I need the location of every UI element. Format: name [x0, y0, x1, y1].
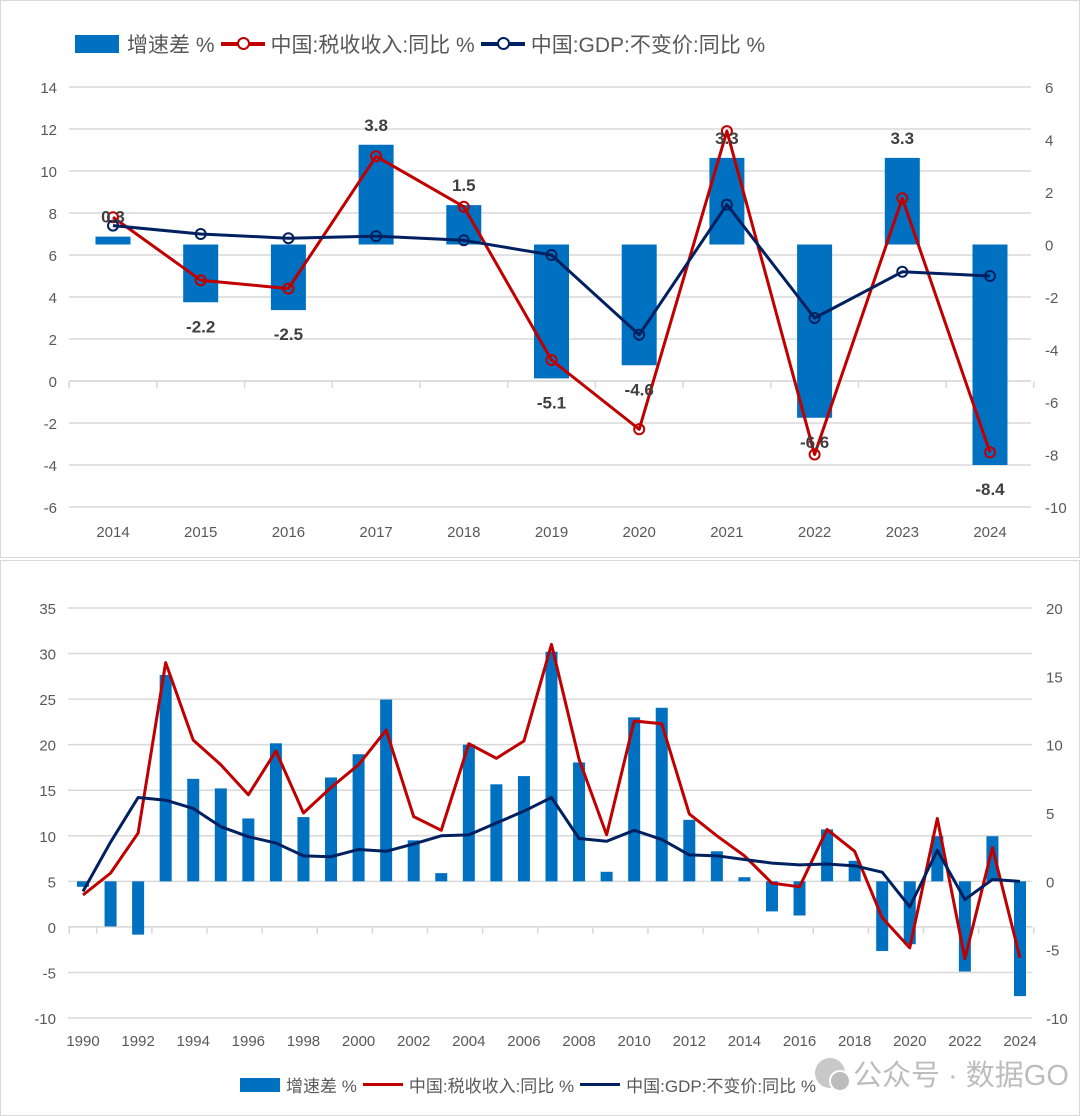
y-left-tick-label: 0: [49, 374, 57, 391]
legend-item-diff: 增速差 %: [75, 29, 215, 59]
data-label-2020: -4.6: [625, 380, 654, 399]
wechat-icon: [815, 1058, 851, 1092]
bar-diff-2022: [797, 244, 833, 418]
data-label-2021: 3.3: [715, 129, 739, 148]
y-right-tick-label: -6: [1045, 395, 1058, 412]
marker-gdp-2023: [896, 265, 909, 278]
x-tick-label: 2023: [886, 524, 919, 541]
y-left-tick-label: -6: [44, 500, 57, 517]
data-label-2016: -2.5: [274, 325, 303, 344]
y-right-tick-label: -2: [1045, 290, 1058, 307]
legend-bottom: 增速差 % 中国:税收收入:同比 % 中国:GDP:不变价:同比 %: [240, 1072, 816, 1097]
y-left-tick-label: 4: [49, 290, 57, 307]
marker-gdp-2014: [107, 219, 119, 232]
legend-item-gdp: 中国:GDP:不变价:同比 %: [574, 1072, 816, 1097]
legend-swatch-line: [362, 1083, 403, 1086]
y-left-tick-label: 12: [40, 122, 57, 139]
marker-tax-2024: [984, 446, 996, 459]
y-right-tick-label: 4: [1045, 133, 1053, 150]
x-tick-label: 2022: [798, 524, 831, 541]
marker-gdp-2018: [457, 234, 470, 247]
y-left-tick-label: 14: [40, 80, 57, 97]
marker-gdp-2021: [720, 198, 733, 211]
chart-canvas-top: 14 12 10 8 6 4 2 0 -2 -4 -6 6 4 2 0 -2 -4 -6 -8 -10 2014 2015…: [40, 80, 1067, 541]
x-tick-label: 2019: [535, 524, 568, 541]
legend-label: 中国:税收收入:同比 %: [408, 1077, 575, 1096]
data-label-2015: -2.2: [186, 317, 215, 336]
bar-diff-2016: [270, 244, 306, 311]
y-right-tick-label: -4: [1045, 343, 1058, 360]
y-left-tick-label: 8: [49, 206, 57, 223]
legend-label: 中国:税收收入:同比 %: [270, 34, 475, 57]
marker-gdp-2015: [194, 228, 207, 240]
legend-swatch-line: [480, 37, 525, 50]
y-right-tick-label: -8: [1045, 448, 1058, 465]
marker-gdp-2016: [282, 232, 295, 245]
marker-tax-2017: [370, 150, 383, 163]
legend-label: 中国:GDP:不变价:同比 %: [530, 34, 766, 57]
y-left-tick-label: 6: [49, 248, 57, 265]
marker-gdp-2024: [984, 270, 996, 282]
legend-item-gdp: 中国:GDP:不变价:同比 %: [475, 29, 766, 59]
legend-swatch-line: [580, 1083, 621, 1086]
legend-swatch-bar: [75, 35, 119, 53]
marker-gdp-2017: [370, 230, 383, 243]
line-tax: [112, 129, 992, 456]
legend-item-diff: 增速差 %: [240, 1072, 357, 1097]
data-label-2022: -6.6: [800, 433, 829, 452]
watermark-text: 公众号 · 数据GO: [853, 1060, 1069, 1092]
chart-panel-2014-2024: 14 12 10 8 6 4 2 0 -2 -4 -6 6 4 2 0 -2 -4 -6 -8 -10 2014 2015…: [0, 0, 1080, 558]
x-tick-label: 2015: [184, 524, 217, 541]
y-left-tick-label: -2: [44, 416, 57, 433]
data-label-2023: 3.3: [890, 129, 914, 148]
marker-tax-2018: [457, 200, 470, 213]
bar-diff-2014: [95, 236, 131, 245]
y-right-tick-label: 0: [1045, 238, 1053, 255]
y-right-tick-label: 6: [1045, 80, 1053, 97]
marker-tax-2015: [194, 274, 207, 287]
marker-gdp-2019: [545, 249, 558, 261]
bar-diff-2024: [972, 244, 1008, 465]
data-label-2018: 1.5: [452, 176, 476, 195]
y-left-tick-label: -4: [44, 458, 57, 475]
legend-label: 增速差 %: [286, 1077, 357, 1096]
legend-item-tax: 中国:税收收入:同比 %: [357, 1072, 574, 1097]
marker-tax-2023: [896, 192, 909, 205]
data-label-2019: -5.1: [537, 393, 566, 412]
x-tick-label: 2014: [96, 524, 129, 541]
x-tick-label: 2021: [710, 524, 743, 541]
legend-swatch-line: [220, 37, 265, 50]
legend-swatch-bar: [240, 1077, 280, 1092]
bar-diff-2015: [183, 244, 219, 303]
x-tick-label: 2024: [973, 524, 1006, 541]
marker-tax-2020: [633, 423, 646, 436]
legend-label: 中国:GDP:不变价:同比 %: [626, 1077, 816, 1096]
marker-gdp-2022: [808, 312, 821, 324]
chart-panel-1990-2024: [0, 560, 1080, 1116]
legend-top: 增速差 % 中国:税收收入:同比 % 中国:GDP:不变价:同比 %: [75, 29, 765, 59]
marker-tax-2022: [808, 448, 821, 461]
data-label-2014: 0.3: [101, 208, 125, 227]
marker-tax-2016: [282, 282, 295, 295]
bar-diff-2017: [358, 144, 394, 245]
legend-item-tax: 中国:税收收入:同比 %: [215, 29, 475, 59]
marker-tax-2014: [107, 211, 119, 224]
line-gdp: [112, 203, 991, 337]
legend-label: 增速差 %: [127, 34, 215, 57]
x-tick-label: 2018: [447, 524, 480, 541]
marker-gdp-2020: [633, 328, 646, 341]
x-tick-label: 2020: [623, 524, 656, 541]
data-label-2024: -8.4: [975, 480, 1005, 499]
y-left-tick-label: 2: [49, 332, 57, 349]
marker-tax-2021: [720, 125, 733, 138]
data-label-2017: 3.8: [364, 116, 388, 135]
x-tick-label: 2016: [272, 524, 305, 541]
bar-diff-2020: [621, 244, 657, 366]
x-tick-label: 2017: [359, 524, 392, 541]
watermark: 公众号 · 数据GO: [815, 1052, 1069, 1094]
y-left-tick-label: 10: [40, 164, 57, 181]
y-right-tick-label: -10: [1045, 500, 1067, 517]
marker-tax-2019: [545, 354, 558, 366]
y-right-tick-label: 2: [1045, 185, 1053, 202]
